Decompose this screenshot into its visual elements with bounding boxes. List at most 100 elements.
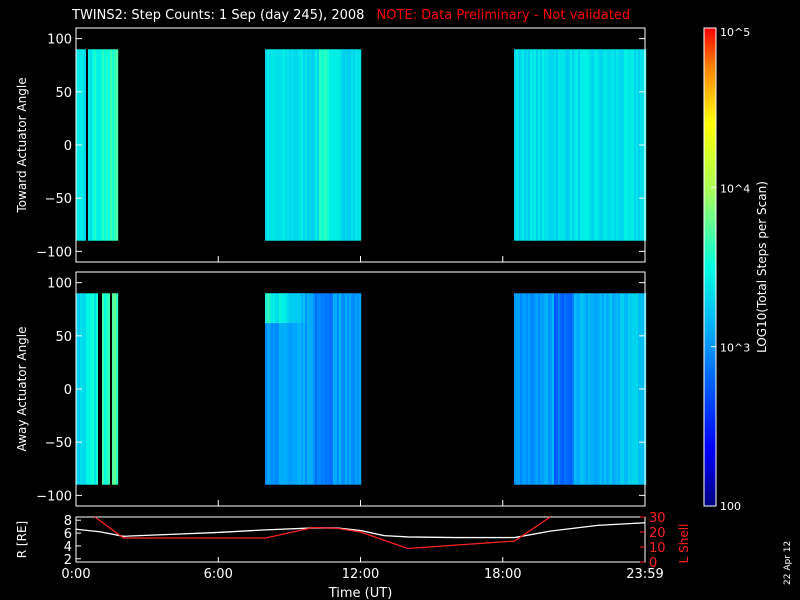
heatmap-column: [630, 49, 633, 241]
heatmap-column: [554, 49, 557, 241]
heatmap-hot-band: [273, 293, 276, 324]
heatmap-column: [303, 293, 306, 485]
heatmap-column: [359, 293, 362, 485]
heatmap-column: [295, 49, 298, 241]
y-tick-label: 6: [64, 527, 72, 542]
heatmap-column: [291, 293, 294, 485]
heatmap-column: [532, 293, 535, 485]
heatmap-column: [576, 293, 579, 485]
heatmap-column: [596, 293, 599, 485]
heatmap-column: [546, 293, 549, 485]
heatmap-column: [301, 293, 304, 485]
heatmap-column: [325, 49, 328, 241]
heatmap-column: [518, 293, 521, 485]
heatmap-column: [319, 49, 322, 241]
heatmap-column: [614, 293, 617, 485]
heatmap-column: [526, 293, 529, 485]
heatmap-column: [305, 49, 308, 241]
heatmap-column: [606, 49, 609, 241]
heatmap-column: [317, 293, 320, 485]
heatmap-column: [556, 49, 559, 241]
heatmap-column: [337, 49, 340, 241]
colorbar-label: LOG10(Total Steps per Scan): [755, 181, 769, 353]
heatmap-column: [532, 49, 535, 241]
heatmap-column: [586, 293, 589, 485]
x-tick-label: 6:00: [204, 567, 233, 582]
heatmap-column: [546, 49, 549, 241]
heatmap-column: [289, 49, 292, 241]
heatmap-segment: [514, 49, 647, 241]
heatmap-column: [106, 49, 109, 241]
heatmap-column: [626, 49, 629, 241]
radius-line: [75, 522, 646, 539]
heatmap-column: [588, 49, 591, 241]
heatmap-column: [327, 293, 330, 485]
y-axis-label: Away Actuator Angle: [15, 326, 29, 451]
heatmap-column: [335, 49, 338, 241]
heatmap-column: [359, 49, 362, 241]
colorbar-tick-label: 10^5: [720, 26, 750, 39]
heatmap-column: [331, 49, 334, 241]
heatmap-column: [88, 49, 91, 241]
heatmap-column: [353, 293, 356, 485]
y-right-tick-label: 0: [649, 556, 657, 571]
heatmap-column: [102, 49, 105, 241]
heatmap-column: [92, 49, 95, 241]
heatmap-column: [568, 49, 571, 241]
heatmap-column: [582, 49, 585, 241]
heatmap-hot-band: [281, 293, 284, 324]
heatmap-column: [275, 49, 278, 241]
heatmap-column: [524, 293, 527, 485]
heatmap-column: [311, 293, 314, 485]
heatmap-column: [102, 293, 105, 485]
heatmap-column: [345, 293, 348, 485]
heatmap-column: [564, 49, 567, 241]
heatmap-column: [544, 293, 547, 485]
y-right-tick-label: 10: [649, 541, 666, 556]
heatmap-segment: [265, 293, 362, 485]
heatmap-column: [516, 49, 519, 241]
heatmap-column: [560, 293, 563, 485]
heatmap-column: [315, 49, 318, 241]
heatmap-column: [634, 293, 637, 485]
heatmap-column: [568, 293, 571, 485]
heatmap-column: [305, 293, 308, 485]
heatmap-column: [620, 49, 623, 241]
heatmap-column: [598, 49, 601, 241]
heatmap-column: [285, 293, 288, 485]
heatmap-column: [590, 49, 593, 241]
heatmap-column: [323, 49, 326, 241]
heatmap-column: [534, 293, 537, 485]
heatmap-column: [520, 293, 523, 485]
heatmap-column: [548, 293, 551, 485]
away-panel: 100 50 0 −50 −100 Away Actuator Angle: [15, 271, 647, 507]
heatmap-column: [108, 293, 111, 485]
heatmap-column: [116, 293, 119, 485]
heatmap-column: [558, 293, 561, 485]
heatmap-column: [534, 49, 537, 241]
chart-title: TWINS2: Step Counts: 1 Sep (day 245), 20…: [72, 8, 365, 23]
heatmap-hot-band: [307, 293, 310, 324]
heatmap-column: [528, 293, 531, 485]
heatmap-column: [291, 49, 294, 241]
heatmap-column: [542, 293, 545, 485]
y-tick-label: −50: [45, 436, 72, 451]
heatmap-column: [86, 293, 89, 485]
heatmap-column: [560, 49, 563, 241]
heatmap-column: [628, 293, 631, 485]
heatmap-column: [580, 293, 583, 485]
heatmap-column: [574, 293, 577, 485]
heatmap-column: [526, 49, 529, 241]
y-tick-label: 2: [64, 553, 72, 568]
heatmap-column: [321, 293, 324, 485]
heatmap-column: [279, 49, 282, 241]
heatmap-column: [634, 49, 637, 241]
heatmap-column: [94, 49, 97, 241]
heatmap-column: [552, 49, 555, 241]
heatmap-column: [267, 49, 270, 241]
heatmap-column: [528, 49, 531, 241]
heatmap-column: [327, 49, 330, 241]
heatmap-column: [319, 293, 322, 485]
y-tick-label: 4: [64, 540, 72, 555]
heatmap-hot-band: [285, 293, 288, 324]
